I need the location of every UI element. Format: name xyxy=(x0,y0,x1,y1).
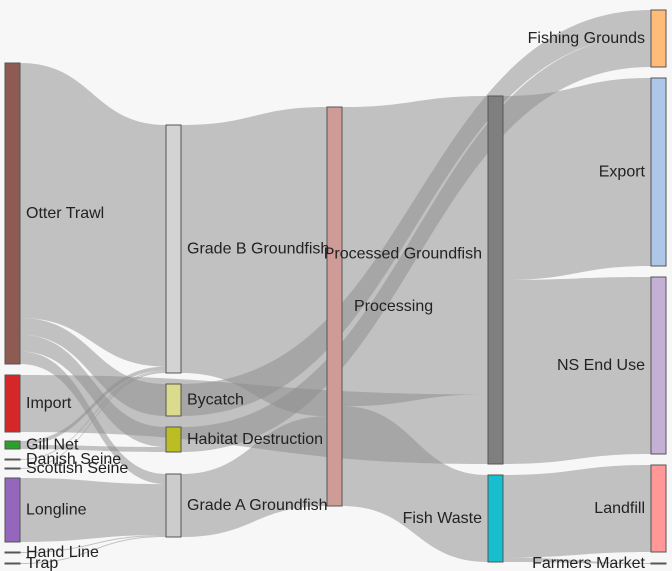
label-trap: Trap xyxy=(26,555,58,571)
link-hand_line-to-grade_a[interactable] xyxy=(20,534,166,553)
link-processed-to-export[interactable] xyxy=(503,78,651,280)
node-grade-b[interactable] xyxy=(165,124,182,374)
node-processed[interactable] xyxy=(487,95,504,465)
label-import: Import xyxy=(26,395,72,412)
node-fishing-grounds[interactable] xyxy=(650,9,667,68)
node-habitat[interactable] xyxy=(165,426,182,453)
node-import[interactable] xyxy=(4,374,21,433)
label-bycatch: Bycatch xyxy=(187,392,244,409)
label-export: Export xyxy=(599,164,646,181)
label-grade-a: Grade A Groundfish xyxy=(187,497,328,514)
link-gill_net-to-grade_b[interactable] xyxy=(20,366,166,445)
node-export[interactable] xyxy=(650,77,667,267)
label-processed: Processed Groundfish xyxy=(324,246,482,263)
node-fish-waste[interactable] xyxy=(487,474,504,563)
label-farmers-market: Farmers Market xyxy=(532,555,645,571)
link-processed-to-ns_end_use[interactable] xyxy=(503,277,651,464)
node-grade-a[interactable] xyxy=(165,473,182,538)
label-gill-net: Gill Net xyxy=(26,437,79,454)
label-danish-seine: Danish Seine xyxy=(26,451,121,468)
label-ns-end-use: NS End Use xyxy=(557,357,645,374)
node-landfill[interactable] xyxy=(650,464,667,553)
node-bycatch[interactable] xyxy=(165,383,182,417)
link-gill_net-to-habitat[interactable] xyxy=(20,445,166,452)
node-processing[interactable] xyxy=(326,106,343,507)
link-trap-to-grade_a[interactable] xyxy=(20,535,166,564)
sankey-nodes xyxy=(4,9,667,565)
label-fishing-grounds: Fishing Grounds xyxy=(528,30,645,47)
label-longline: Longline xyxy=(26,502,87,519)
link-longline-to-grade_a[interactable] xyxy=(20,478,166,542)
node-gill-net[interactable] xyxy=(4,440,21,450)
node-danish-seine[interactable] xyxy=(4,458,21,461)
link-processing-to-fish_waste[interactable] xyxy=(342,406,488,562)
label-processing: Processing xyxy=(354,298,433,315)
node-scottish-seine[interactable] xyxy=(4,467,21,470)
node-ns-end-use[interactable] xyxy=(650,276,667,455)
link-scottish_seine-to-grade_b[interactable] xyxy=(20,371,166,469)
node-trap[interactable] xyxy=(4,562,21,565)
label-landfill: Landfill xyxy=(594,500,645,517)
link-otter_trawl-to-grade_b[interactable] xyxy=(20,63,166,367)
link-fish_waste-to-landfill[interactable] xyxy=(503,465,651,558)
label-otter-trawl: Otter Trawl xyxy=(26,205,104,222)
node-longline[interactable] xyxy=(4,477,21,543)
link-grade_a-to-processing[interactable] xyxy=(181,416,327,537)
node-otter-trawl[interactable] xyxy=(4,62,21,365)
sankey-links xyxy=(20,10,651,564)
link-processing-to-processed[interactable] xyxy=(342,96,488,407)
label-hand-line: Hand Line xyxy=(26,544,99,561)
label-habitat: Habitat Destruction xyxy=(187,431,323,448)
node-hand-line[interactable] xyxy=(4,551,21,554)
label-scottish-seine: Scottish Seine xyxy=(26,460,128,477)
node-farmers-market[interactable] xyxy=(650,562,667,565)
link-danish_seine-to-grade_b[interactable] xyxy=(20,370,166,460)
link-grade_b-to-processing[interactable] xyxy=(181,107,327,417)
label-fish-waste: Fish Waste xyxy=(403,510,483,527)
link-fish_waste-to-farmers_market[interactable] xyxy=(503,557,651,564)
label-grade-b: Grade B Groundfish xyxy=(187,241,329,258)
